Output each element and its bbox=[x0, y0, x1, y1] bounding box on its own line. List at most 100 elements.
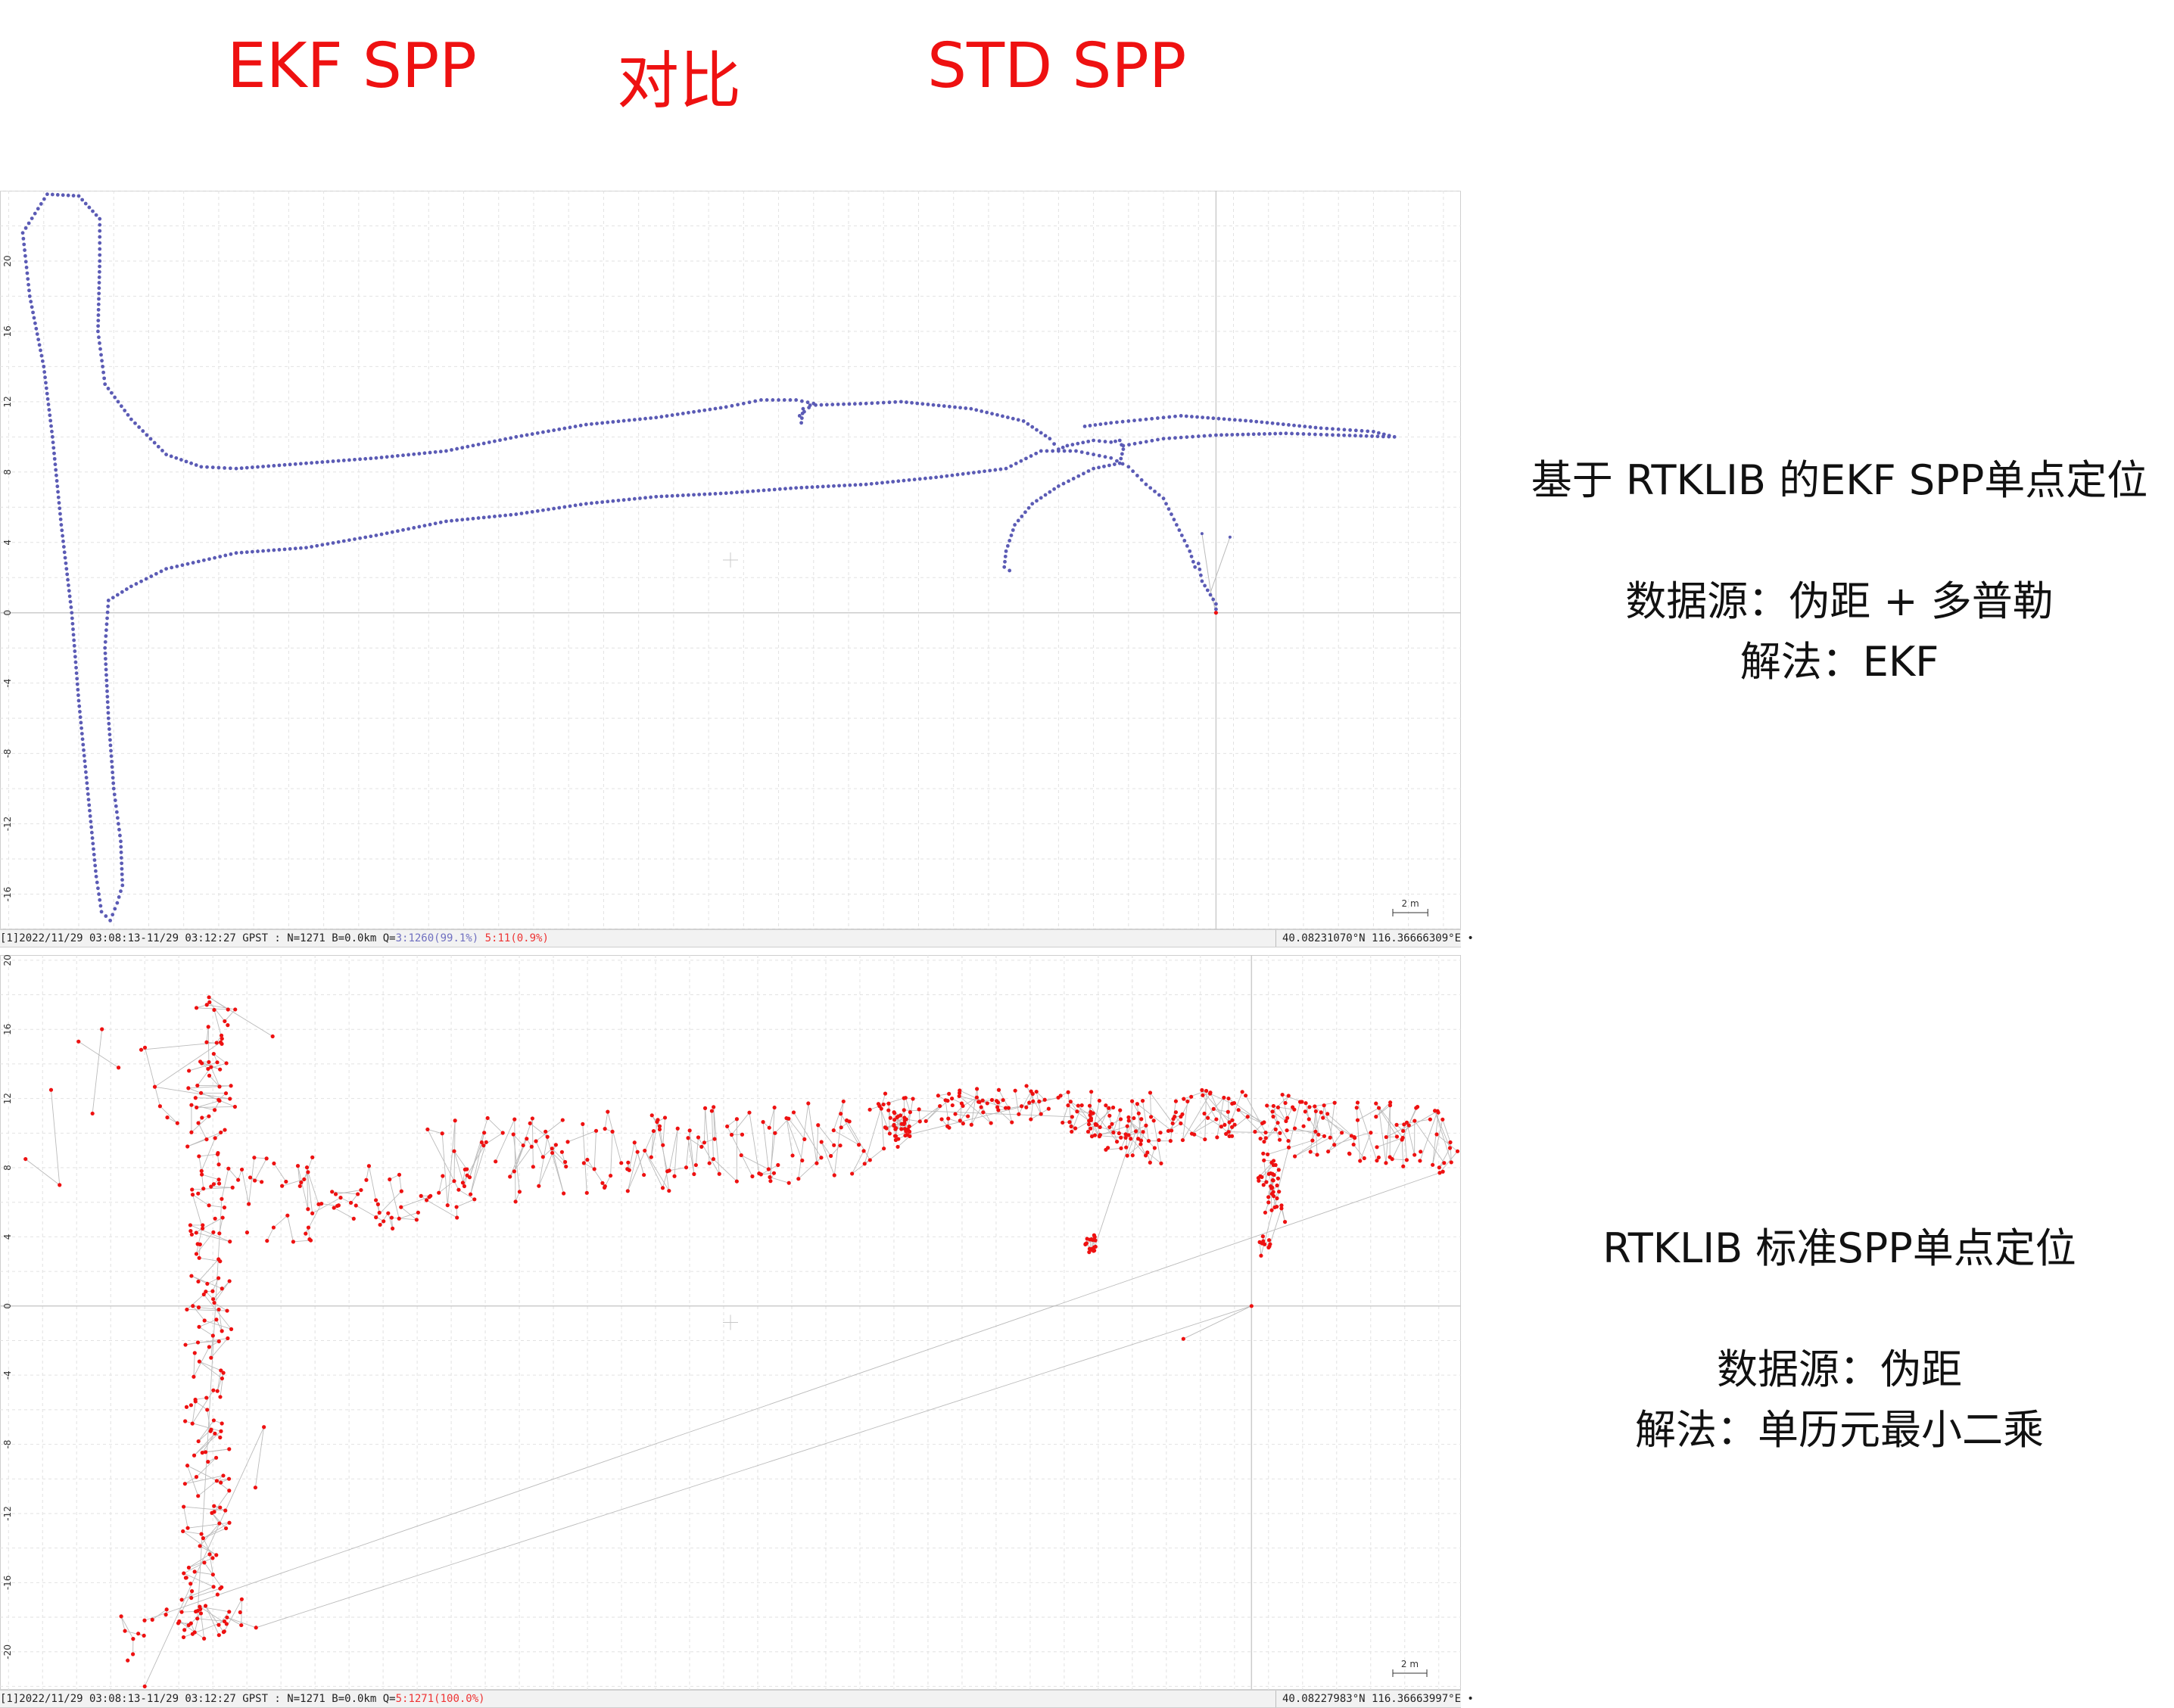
track-point bbox=[920, 402, 924, 406]
track-point bbox=[1008, 569, 1011, 573]
spp-point bbox=[356, 1192, 360, 1196]
track-point bbox=[789, 398, 793, 402]
track-point bbox=[531, 510, 534, 514]
spp-point bbox=[1159, 1162, 1163, 1165]
track-point bbox=[83, 765, 87, 769]
track-point bbox=[120, 861, 123, 865]
spp-point bbox=[917, 1107, 920, 1111]
spp-point bbox=[1118, 1109, 1122, 1112]
track-point bbox=[719, 406, 723, 410]
spp-point bbox=[562, 1191, 565, 1195]
track-point bbox=[104, 674, 108, 677]
spp-point bbox=[306, 1170, 310, 1174]
spp-point bbox=[829, 1154, 833, 1158]
track-point bbox=[278, 548, 282, 552]
spp-point bbox=[209, 1356, 213, 1360]
track-point bbox=[98, 260, 101, 263]
spp-point bbox=[1269, 1171, 1272, 1175]
spp-point bbox=[179, 1610, 183, 1614]
track-point bbox=[771, 398, 774, 402]
track-point bbox=[893, 400, 897, 404]
track-point bbox=[1044, 434, 1048, 437]
spp-point bbox=[1204, 1089, 1208, 1093]
track-point bbox=[160, 449, 164, 453]
track-point bbox=[493, 440, 497, 443]
track-point bbox=[498, 514, 502, 518]
spp-point bbox=[265, 1239, 269, 1243]
track-point bbox=[115, 810, 119, 814]
track-point bbox=[320, 543, 324, 547]
spp-point bbox=[1269, 1184, 1272, 1188]
track-point bbox=[133, 422, 137, 425]
spp-point bbox=[1226, 1097, 1230, 1100]
spp-point bbox=[210, 1511, 213, 1515]
track-point bbox=[61, 193, 65, 197]
track-point bbox=[1019, 459, 1023, 463]
track-point bbox=[1023, 510, 1027, 514]
spp-point bbox=[209, 1184, 213, 1188]
track-point bbox=[756, 489, 760, 493]
spp-point bbox=[49, 1088, 53, 1092]
spp-point bbox=[530, 1145, 534, 1149]
spp-point bbox=[961, 1122, 965, 1125]
spp-point bbox=[1281, 1093, 1285, 1097]
track-point bbox=[42, 198, 46, 201]
spp-point bbox=[1355, 1106, 1359, 1109]
track-point bbox=[369, 456, 372, 460]
track-point bbox=[748, 400, 752, 404]
track-point bbox=[67, 194, 70, 198]
spp-point bbox=[218, 1505, 222, 1509]
spp-point bbox=[209, 1428, 213, 1432]
spp-point bbox=[989, 1121, 993, 1125]
title-std-spp: STD SPP bbox=[927, 30, 1186, 102]
track-point bbox=[832, 484, 836, 488]
spp-point bbox=[796, 1177, 800, 1181]
track-point bbox=[825, 403, 829, 406]
track-point bbox=[337, 459, 341, 463]
spp-point bbox=[1107, 1106, 1110, 1110]
spp-point bbox=[1303, 1101, 1307, 1105]
spp-point bbox=[196, 1340, 200, 1344]
spp-point bbox=[399, 1206, 403, 1209]
spp-point bbox=[200, 1172, 204, 1176]
spp-point bbox=[1189, 1095, 1193, 1099]
track-point bbox=[174, 456, 178, 460]
spp-point bbox=[198, 1544, 201, 1548]
spp-point bbox=[564, 1165, 568, 1168]
spp-point bbox=[1138, 1142, 1142, 1146]
spp-point bbox=[472, 1197, 476, 1201]
spp-point bbox=[1130, 1100, 1134, 1103]
spp-point bbox=[1093, 1134, 1097, 1137]
track-point bbox=[1279, 431, 1282, 435]
track-point bbox=[719, 492, 723, 496]
spp-point bbox=[565, 1140, 569, 1143]
track-point bbox=[77, 194, 81, 198]
spp-point bbox=[585, 1191, 589, 1195]
track-point bbox=[47, 403, 51, 406]
track-point bbox=[58, 501, 61, 505]
spp-point bbox=[226, 1007, 230, 1011]
spp-point bbox=[1098, 1133, 1102, 1137]
spp-point bbox=[307, 1225, 310, 1229]
spp-point bbox=[893, 1128, 897, 1131]
spp-point bbox=[1153, 1146, 1157, 1150]
spp-point bbox=[185, 1576, 188, 1579]
spp-point bbox=[1401, 1129, 1405, 1133]
track-point bbox=[628, 418, 631, 422]
track-point bbox=[514, 512, 518, 516]
spp-point bbox=[655, 1120, 659, 1124]
spp-point bbox=[958, 1088, 961, 1092]
spp-point bbox=[319, 1202, 323, 1206]
spp-point bbox=[215, 1060, 219, 1064]
spp-point bbox=[1448, 1146, 1452, 1150]
spp-point bbox=[226, 1023, 229, 1027]
track-point bbox=[1010, 534, 1014, 537]
spp-point bbox=[1181, 1138, 1185, 1142]
track-point bbox=[107, 717, 111, 720]
track-point bbox=[547, 429, 550, 433]
track-point bbox=[1109, 421, 1113, 425]
track-point bbox=[385, 531, 389, 535]
spp-point bbox=[1250, 1304, 1254, 1308]
spp-point bbox=[903, 1134, 907, 1137]
track-point bbox=[783, 398, 786, 402]
